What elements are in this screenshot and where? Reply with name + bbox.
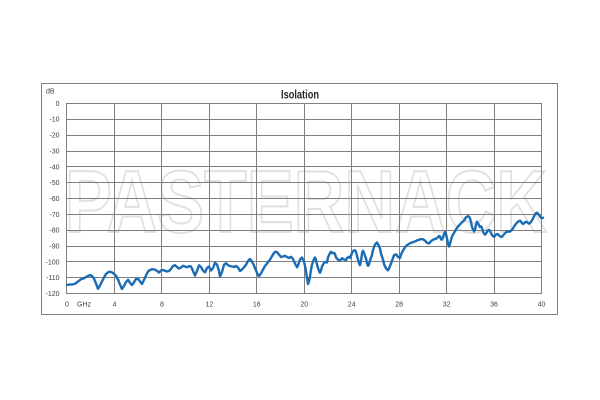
svg-text:4: 4 [112,302,116,309]
svg-text:8: 8 [160,302,164,309]
svg-text:-120: -120 [45,291,59,298]
svg-text:20: 20 [300,302,308,309]
svg-text:-100: -100 [45,259,59,266]
svg-text:-40: -40 [49,164,59,171]
svg-text:0: 0 [56,101,60,108]
svg-text:-70: -70 [49,212,59,219]
svg-text:-80: -80 [49,228,59,235]
svg-text:Isolation: Isolation [281,88,319,102]
svg-text:32: 32 [443,302,451,309]
svg-text:12: 12 [205,302,213,309]
svg-text:GHz: GHz [77,302,92,309]
svg-text:-10: -10 [49,117,59,124]
svg-text:-90: -90 [49,243,59,250]
svg-text:-30: -30 [49,148,59,155]
svg-text:40: 40 [538,302,546,309]
svg-text:-60: -60 [49,196,59,203]
svg-text:-110: -110 [46,275,60,282]
svg-text:0: 0 [65,302,69,309]
svg-text:36: 36 [490,302,498,309]
svg-text:dB: dB [46,89,55,96]
svg-text:-20: -20 [49,133,59,140]
svg-text:PASTERNACK: PASTERNACK [65,152,547,251]
svg-text:-50: -50 [49,180,59,187]
svg-text:28: 28 [395,302,403,309]
svg-text:24: 24 [348,302,356,309]
svg-text:16: 16 [253,302,261,309]
